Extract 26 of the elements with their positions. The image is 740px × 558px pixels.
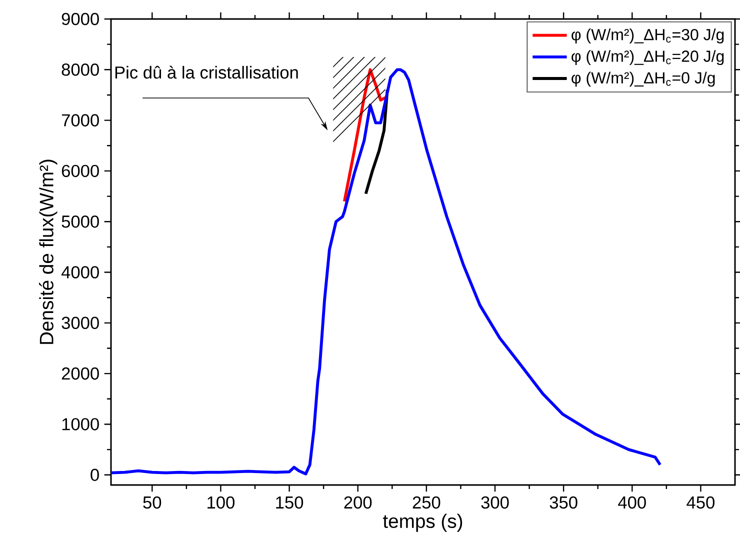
x-tick-label: 400 [618, 496, 646, 509]
x-tick-label: 350 [550, 496, 578, 509]
x-tick-label: 50 [143, 496, 162, 509]
line-series [342, 68, 388, 203]
y-tick-label: 3000 [62, 316, 99, 330]
x-axis-title: temps (s) [383, 514, 462, 532]
x-tick-label: 250 [412, 496, 440, 509]
x-tick-label: 200 [344, 496, 372, 509]
legend-label: φ (W/m²)_ΔH$_{c}$=30 J/g [572, 28, 724, 44]
legend-label: φ (W/m²)_ΔH$_{c}$=20 J/g [572, 50, 724, 66]
y-tick-label: 7000 [62, 114, 99, 126]
y-tick-label: 5000 [62, 215, 99, 228]
x-tick-label: 450 [686, 496, 714, 509]
annotation: Pic dû à la cristallisation [115, 66, 298, 79]
y-tick-label: 1000 [62, 418, 99, 430]
y-tick-label: 2000 [62, 367, 99, 380]
legend-label: φ (W/m²)_ΔH$_{c}$=0 J/g [572, 72, 715, 87]
x-tick-label: 100 [208, 496, 234, 509]
y-tick-label: 4000 [61, 266, 99, 278]
y-tick-label: 9000 [62, 12, 99, 26]
x-tick-label: 150 [276, 496, 304, 509]
x-tick-label: 300 [481, 496, 509, 509]
y-axis-title: Densité de flux(W/m²) [39, 160, 58, 344]
y-tick-label: 6000 [62, 164, 99, 178]
y-tick-label: 0 [90, 468, 99, 482]
y-tick-label: 8000 [62, 64, 99, 76]
